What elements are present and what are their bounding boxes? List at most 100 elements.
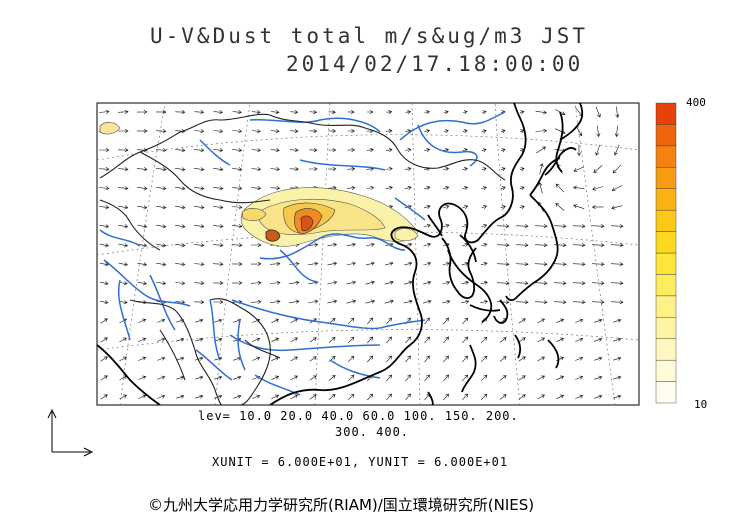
wind-arrow xyxy=(194,262,205,267)
wind-arrow xyxy=(213,148,224,153)
wind-arrow xyxy=(157,394,166,399)
wind-arrow xyxy=(480,374,488,382)
colorbar-swatch xyxy=(655,317,677,339)
wind-arrow xyxy=(422,299,432,304)
colorbar-swatch xyxy=(655,295,677,318)
wind-arrow xyxy=(194,281,205,286)
wind-arrow xyxy=(403,299,413,304)
wind-arrow xyxy=(595,144,600,156)
wind-arrow xyxy=(519,167,525,172)
wind-arrow xyxy=(367,336,374,344)
wind-arrow xyxy=(232,129,243,134)
wind-arrow xyxy=(176,356,185,361)
wind-arrow xyxy=(537,356,545,362)
colorbar-swatch xyxy=(655,231,677,254)
wind-arrow xyxy=(553,243,567,248)
wind-arrow xyxy=(443,167,450,172)
wind-arrow xyxy=(596,125,601,138)
wind-arrow xyxy=(175,243,186,248)
wind-arrow xyxy=(480,355,488,363)
wind-arrow xyxy=(118,128,129,134)
wind-arrow xyxy=(536,146,547,154)
wind-arrow xyxy=(405,336,411,344)
wind-arrow xyxy=(347,128,355,134)
wind-arrow xyxy=(327,261,338,266)
wind-arrow xyxy=(365,261,375,266)
wind-arrow xyxy=(98,109,110,114)
wind-arrow xyxy=(233,394,242,399)
wind-arrow xyxy=(232,148,243,153)
wind-arrow xyxy=(194,300,205,305)
wind-arrow xyxy=(462,205,469,209)
wind-arrow xyxy=(424,355,430,363)
dust-concentration-contours xyxy=(99,122,419,247)
wind-arrow xyxy=(157,375,166,380)
wind-arrow xyxy=(309,394,317,400)
wind-arrow xyxy=(499,356,507,362)
wind-arrow xyxy=(423,223,431,228)
wind-arrow xyxy=(537,394,545,400)
wind-arrow xyxy=(404,185,412,190)
wind-arrow xyxy=(386,374,392,382)
wind-arrow xyxy=(157,318,166,323)
wind-arrow xyxy=(575,394,584,399)
wind-arrow xyxy=(423,261,432,266)
wind-arrow xyxy=(308,299,319,304)
country-borders xyxy=(99,113,506,405)
wind-arrow xyxy=(138,337,147,342)
wind-arrow xyxy=(534,224,548,229)
colorbar-swatch xyxy=(655,359,677,382)
wind-arrow xyxy=(138,394,147,399)
wind-arrow xyxy=(270,167,280,172)
wind-arrow xyxy=(269,299,281,304)
wind-arrow xyxy=(575,318,584,323)
wind-arrow xyxy=(232,224,243,229)
copyright-notice: ©九州大学応用力学研究所(RIAM)/国立環境研究所(NIES) xyxy=(148,496,535,514)
wind-arrow xyxy=(576,126,583,137)
wind-arrow xyxy=(480,299,489,304)
wind-arrow xyxy=(535,110,547,115)
wind-arrow xyxy=(194,110,205,115)
wind-arrow xyxy=(290,110,299,115)
wind-arrow xyxy=(118,300,128,305)
wind-arrow xyxy=(309,109,318,115)
wind-arrow xyxy=(156,281,167,286)
wind-arrow xyxy=(443,205,450,209)
wind-arrow xyxy=(537,318,545,324)
wind-arrow xyxy=(347,185,356,190)
wind-arrow xyxy=(481,224,488,228)
wind-arrow xyxy=(119,337,128,343)
wind-arrow xyxy=(404,166,412,171)
wind-arrow xyxy=(572,243,586,248)
wind-arrow xyxy=(214,375,223,380)
wind-arrow xyxy=(328,337,336,343)
wind-arrow xyxy=(290,129,299,134)
wind-arrow xyxy=(347,336,355,344)
wind-arrow xyxy=(537,337,545,343)
wind-arrow xyxy=(405,393,411,401)
wind-arrow xyxy=(251,167,262,172)
wind-arrow xyxy=(194,224,205,229)
wind-arrow xyxy=(386,355,392,363)
wind-arrow xyxy=(594,375,603,380)
wind-arrow xyxy=(462,355,469,363)
wind-arrow xyxy=(443,148,450,153)
wind-arrow xyxy=(231,280,243,286)
wind-arrow xyxy=(327,242,338,247)
wind-arrow xyxy=(347,355,355,363)
wind-arrow xyxy=(156,205,167,210)
wind-arrow xyxy=(572,224,586,229)
wind-arrow xyxy=(575,337,584,342)
wind-arrow xyxy=(195,356,204,361)
wind-arrow xyxy=(137,186,148,191)
wind-arrow xyxy=(309,337,317,343)
wind-arrow xyxy=(328,147,337,153)
wind-arrow xyxy=(271,337,280,342)
wind-arrow xyxy=(347,166,356,171)
wind-arrow xyxy=(195,318,204,323)
wind-arrow xyxy=(610,224,624,229)
wind-arrow xyxy=(518,375,526,381)
wind-arrow xyxy=(424,317,430,325)
wind-arrow xyxy=(500,167,506,172)
wind-arrow xyxy=(539,163,544,175)
